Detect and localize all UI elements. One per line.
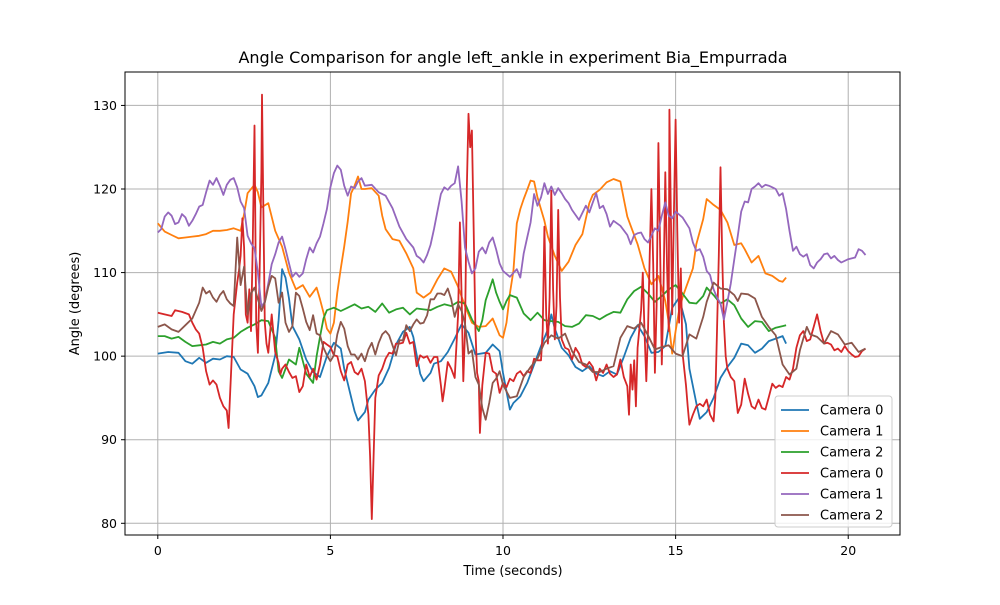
y-tick-label: 80 bbox=[101, 516, 117, 531]
x-tick-label: 5 bbox=[326, 543, 334, 558]
chart-title: Angle Comparison for angle left_ankle in… bbox=[238, 48, 787, 68]
y-tick-label: 90 bbox=[101, 432, 117, 447]
x-tick-label: 0 bbox=[154, 543, 162, 558]
x-tick-label: 10 bbox=[495, 543, 511, 558]
legend-label-2: Camera 1 bbox=[820, 425, 883, 440]
x-tick-label: 15 bbox=[668, 543, 684, 558]
legend-label-5: Camera 1 bbox=[820, 488, 883, 503]
legend-label-4: Camera 0 bbox=[820, 467, 883, 482]
plot-frame bbox=[124, 71, 901, 536]
y-tick-label: 100 bbox=[93, 349, 117, 364]
series-line-6 bbox=[157, 236, 866, 421]
x-tick-label: 20 bbox=[840, 543, 856, 558]
y-axis-label: Angle (degrees) bbox=[68, 252, 83, 356]
y-tick-label: 120 bbox=[93, 182, 117, 197]
legend: Camera 0 Camera 1 Camera 2 Camera 0 Camera 1… bbox=[774, 395, 893, 528]
series-layer bbox=[157, 93, 867, 520]
tick-layer: 0 5 10 15 20 80 90 100 110 120 130 bbox=[93, 98, 856, 558]
legend-label-6: Camera 2 bbox=[820, 509, 883, 524]
x-axis-label: Time (seconds) bbox=[462, 564, 562, 579]
legend-label-3: Camera 2 bbox=[820, 446, 883, 461]
legend-label-1: Camera 0 bbox=[820, 404, 883, 419]
y-tick-label: 130 bbox=[93, 98, 117, 113]
y-tick-label: 110 bbox=[93, 265, 117, 280]
